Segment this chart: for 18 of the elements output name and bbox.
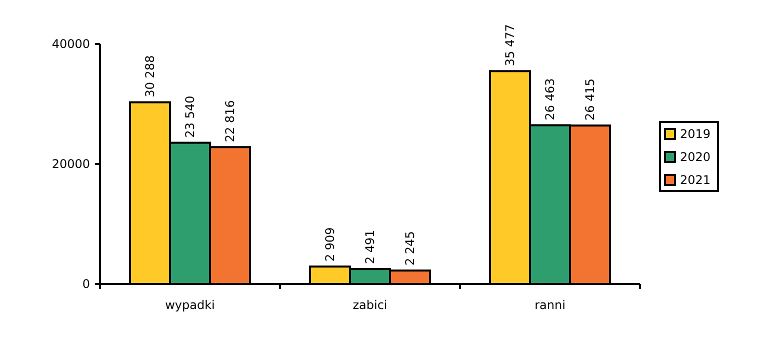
data-label: 23 540 — [183, 96, 197, 138]
data-label: 2 909 — [322, 227, 337, 262]
y-tick-label: 0 — [82, 277, 90, 292]
legend-label: 2021 — [680, 173, 711, 188]
data-label: 2 245 — [403, 231, 418, 266]
x-tick-label: zabici — [352, 298, 388, 312]
legend-label: 2019 — [680, 127, 711, 142]
y-tick-label: 40000 — [52, 37, 90, 52]
data-label: 35 477 — [502, 24, 517, 66]
data-label: 2 491 — [363, 230, 377, 264]
data-label: 26 463 — [543, 78, 557, 120]
data-label: 30 288 — [142, 55, 157, 98]
data-label: 26 415 — [583, 78, 598, 121]
x-tick-label: ranni — [534, 298, 566, 312]
data-label: 22 816 — [223, 100, 238, 142]
legend-label: 2020 — [680, 150, 711, 164]
y-tick-label: 20000 — [52, 157, 90, 172]
x-tick-label: wypadki — [165, 298, 215, 312]
